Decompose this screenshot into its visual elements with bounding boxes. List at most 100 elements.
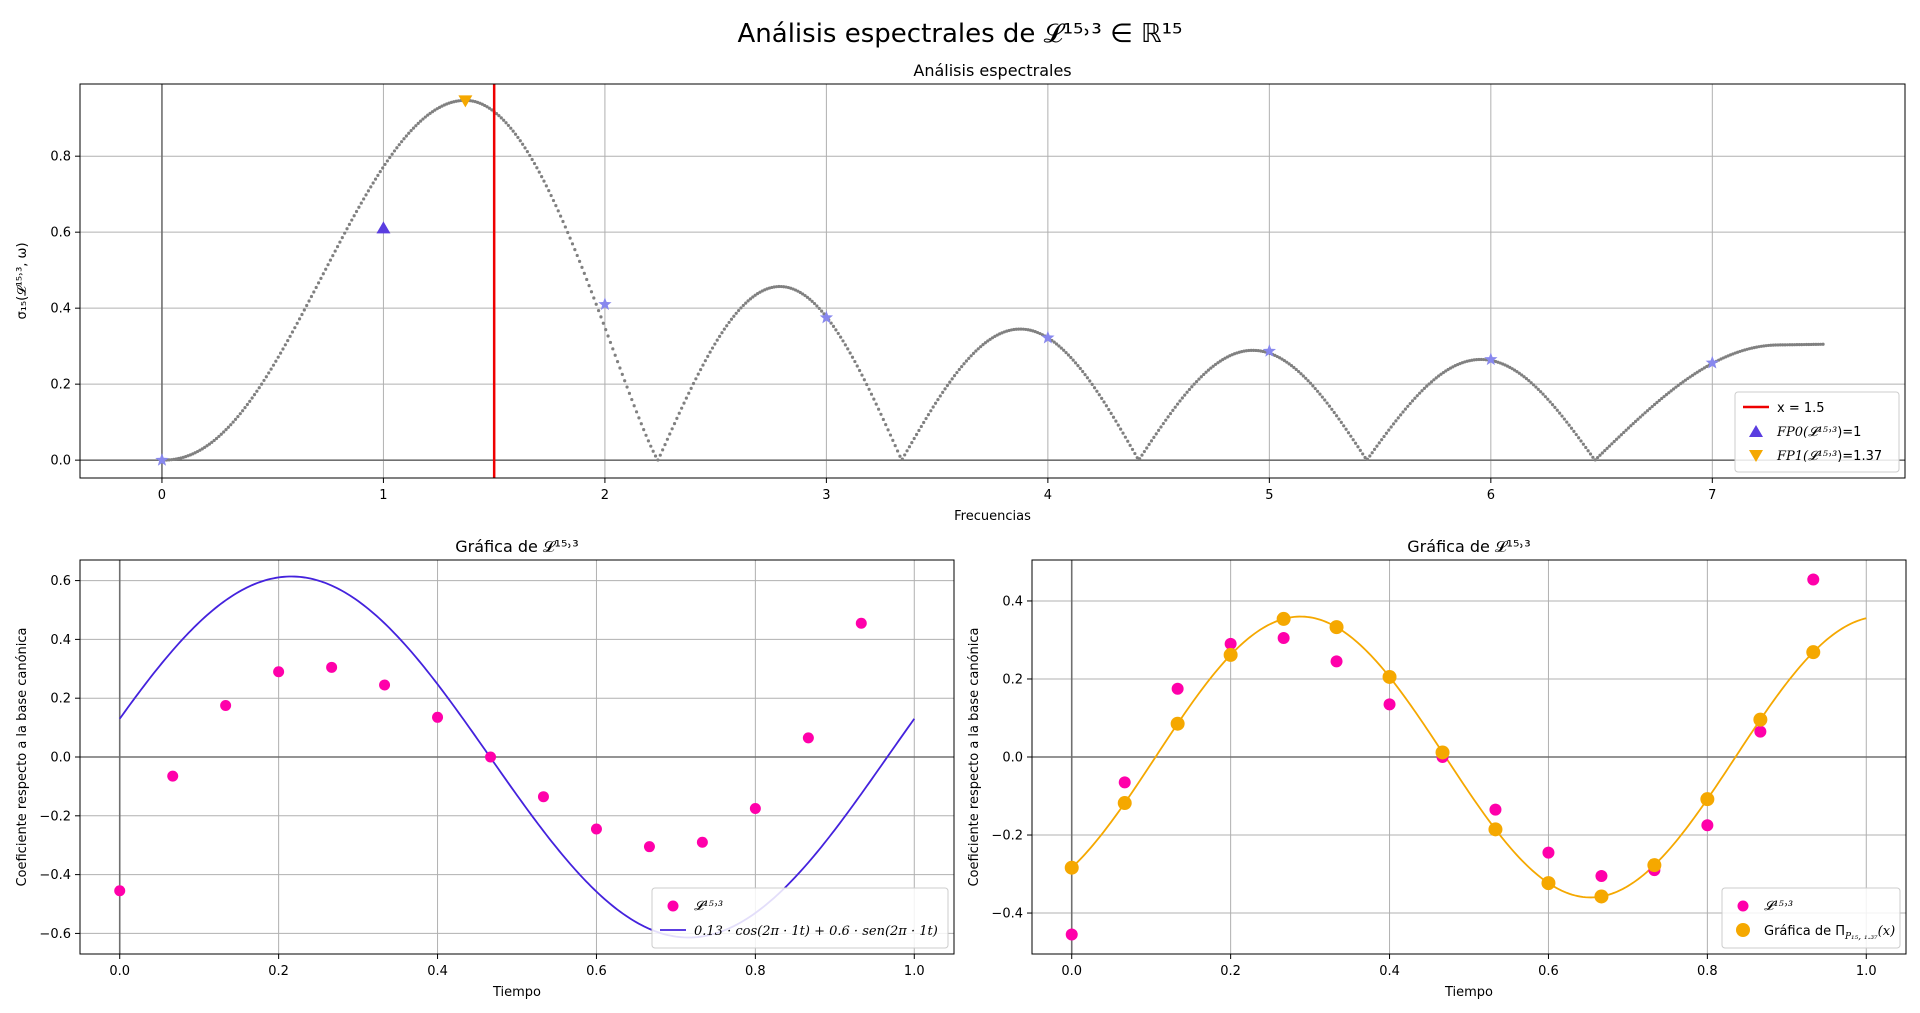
legend-fp0-swatch: [1749, 425, 1763, 437]
spectrum-point: [853, 359, 857, 364]
spectrum-point: [172, 457, 176, 461]
spectrum-point: [1353, 441, 1358, 445]
spectrum-point: [1607, 444, 1612, 448]
spectrum-point: [1415, 394, 1419, 398]
spectrum-point: [1752, 345, 1756, 350]
spectrum-point: [1477, 357, 1481, 362]
plot-area: [1064, 573, 1867, 941]
spectrum-point: [255, 389, 259, 393]
spectrum-point: [506, 123, 511, 128]
spectrum-point: [637, 416, 641, 420]
spectrum-point: [803, 293, 807, 298]
signal-point: [1489, 803, 1502, 816]
spectrum-point: [345, 227, 349, 231]
signal-point: [855, 617, 867, 629]
spectrum-point: [250, 396, 254, 400]
signal-point: [167, 770, 179, 782]
spectrum-point: [385, 159, 389, 163]
spectrum-point: [623, 379, 627, 383]
spectrum-point: [618, 366, 622, 370]
y-tick-label: 0.4: [1002, 594, 1023, 609]
axes-title: Gráfica de 𝓛¹⁵˒³: [1407, 537, 1530, 556]
spectrum-point: [907, 445, 912, 449]
spectrum-point: [986, 339, 990, 343]
spectrum-point: [725, 324, 729, 328]
spectrum-point: [1147, 442, 1151, 447]
spectrum-point: [1474, 358, 1479, 362]
x-tick-label: 2: [601, 488, 609, 503]
spectrum-point: [516, 135, 520, 140]
spectrum-point: [248, 399, 252, 403]
spectrum-point: [326, 263, 330, 267]
spectrum-point: [594, 302, 598, 306]
spectrum-point: [1199, 375, 1203, 379]
spectrum-point: [706, 354, 710, 358]
spectrum-point: [1275, 354, 1279, 359]
spectrum-point: [456, 99, 461, 103]
spectrum-point: [639, 422, 643, 426]
spectrum-point: [1183, 393, 1187, 397]
spectrum-point: [1297, 369, 1301, 374]
spectrum-point: [1187, 387, 1192, 392]
spectrum-point: [1304, 376, 1308, 380]
spectrum-point: [874, 402, 878, 406]
spectrum-point: [867, 387, 871, 391]
spectrum-point: [312, 290, 316, 294]
spectrum-point: [1439, 372, 1443, 376]
spectrum-point: [860, 373, 864, 377]
spectrum-point: [174, 457, 178, 461]
spectrum-point: [945, 383, 950, 388]
spectrum-point: [701, 363, 705, 367]
spectrum-point: [1764, 344, 1768, 348]
spectrum-point: [1251, 348, 1256, 352]
spectrum-point: [718, 334, 722, 338]
spectrum-point: [1325, 401, 1329, 405]
spectrum-point: [1800, 342, 1804, 347]
spectrum-point: [1555, 408, 1559, 412]
spectrum-point: [1278, 356, 1282, 360]
spectrum-point: [839, 335, 843, 339]
spectrum-point: [1157, 428, 1161, 432]
spectrum-point: [1358, 448, 1362, 452]
spectrum-point: [1429, 380, 1434, 384]
spectrum-point: [1069, 355, 1073, 360]
spectrum-point: [1223, 356, 1227, 360]
projection-point: [1329, 620, 1344, 635]
spectrum-point: [402, 137, 406, 141]
spectrum-point: [1152, 435, 1156, 439]
spectrum-point: [1534, 385, 1538, 389]
spectrum-point: [309, 294, 314, 299]
spectrum-point: [203, 445, 207, 449]
spectrum-point: [1795, 343, 1799, 347]
spectrum-point: [1558, 411, 1562, 415]
spectrum-point: [653, 454, 658, 458]
legend-label-sinusoid: 0.13 · cos(2π · 1t) + 0.6 · sen(2π · 1t): [694, 924, 938, 939]
spectrum-point: [1790, 343, 1794, 347]
spectrum-point: [751, 295, 755, 299]
y-axis-label: Coeficiente respecto a la base canónica: [15, 627, 30, 886]
spectrum-point: [606, 334, 610, 338]
spectrum-point: [1778, 343, 1782, 347]
projection-point: [1382, 669, 1397, 684]
spectrum-point: [1062, 348, 1066, 352]
spectrum-point: [578, 259, 582, 263]
spectrum-point: [960, 364, 964, 369]
spectrum-point: [1633, 419, 1638, 423]
spectrum-point: [359, 201, 363, 205]
spectrum-point: [1543, 395, 1548, 399]
spectrum-point: [1040, 333, 1044, 337]
spectrum-point: [1769, 343, 1773, 347]
y-tick-label: 0.6: [50, 226, 71, 241]
spectrum-point: [1363, 455, 1367, 460]
spectrum-point: [198, 448, 202, 452]
spectrum-point: [222, 430, 226, 434]
spectrum-point: [281, 347, 285, 351]
spectrum-point: [1140, 453, 1144, 457]
spectrum-point: [710, 346, 715, 350]
spectrum-point: [1171, 408, 1175, 412]
spectrum-point: [1574, 432, 1578, 437]
spectrum-point: [1629, 424, 1633, 428]
spectrum-point: [658, 453, 662, 457]
spectrum-point: [955, 370, 959, 375]
x-tick-label: 0.0: [1061, 964, 1082, 979]
